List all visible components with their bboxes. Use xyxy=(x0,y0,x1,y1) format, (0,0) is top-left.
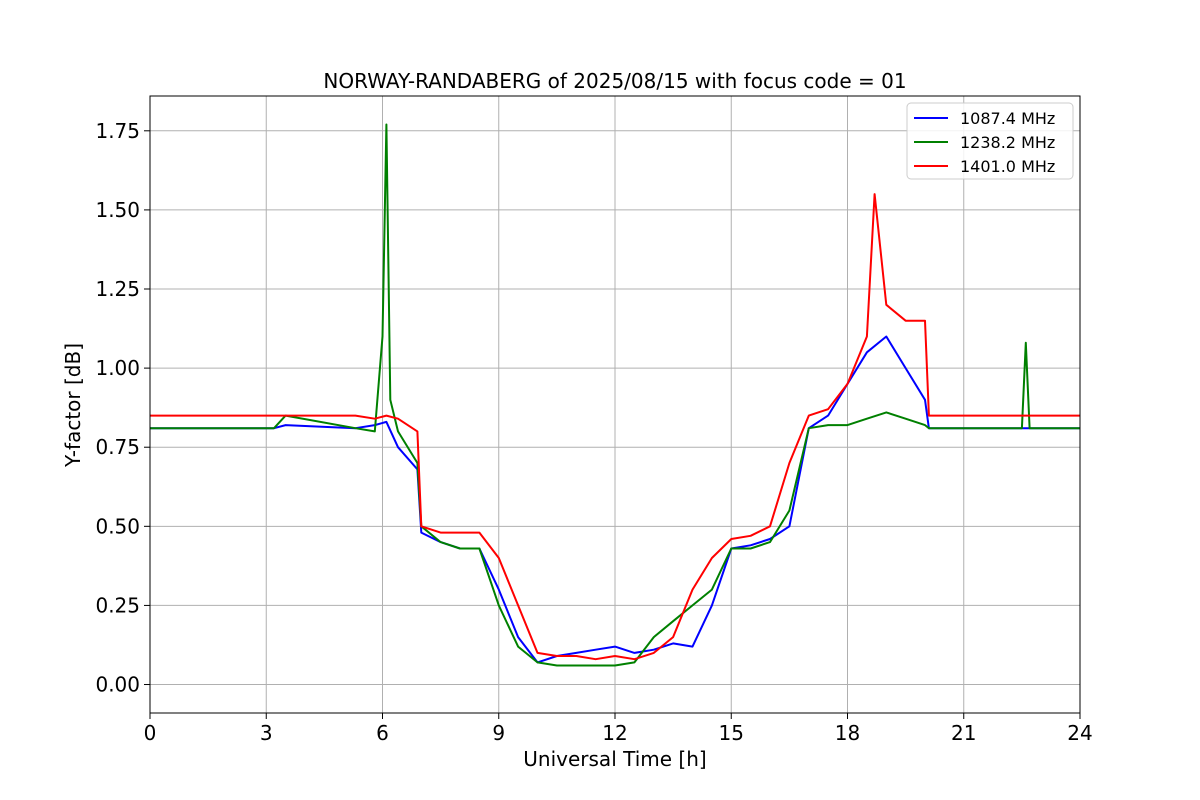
grid xyxy=(150,96,1080,713)
y-tick-label: 0.25 xyxy=(95,593,140,617)
x-tick-label: 0 xyxy=(144,721,157,745)
x-tick-label: 18 xyxy=(835,721,860,745)
legend-label-3: 1401.0 MHz xyxy=(960,157,1055,176)
legend-label-1: 1087.4 MHz xyxy=(960,109,1055,128)
y-tick-label: 0.75 xyxy=(95,435,140,459)
x-tick-label: 24 xyxy=(1067,721,1092,745)
series-group xyxy=(150,123,1080,667)
y-tick-label: 1.75 xyxy=(95,119,140,143)
axis-ticks: 0 3 6 9 12 15 18 21 24 0.00 0.25 0.50 0.75 1.00 1.25 1.… xyxy=(95,119,1092,745)
chart-title: NORWAY-RANDABERG of 2025/08/15 with focu… xyxy=(323,69,906,93)
x-tick-label: 21 xyxy=(951,721,976,745)
x-tick-label: 15 xyxy=(719,721,744,745)
x-axis-label: Universal Time [h] xyxy=(523,747,706,771)
legend-box xyxy=(906,102,1074,180)
x-tick-label: 6 xyxy=(376,721,389,745)
series-line-2 xyxy=(150,123,1080,667)
legend-label-2: 1238.2 MHz xyxy=(960,133,1055,152)
x-tick-label: 3 xyxy=(260,721,273,745)
y-tick-label: 1.00 xyxy=(95,356,140,380)
y-tick-label: 0.00 xyxy=(95,673,140,697)
y-tick-label: 1.50 xyxy=(95,198,140,222)
x-tick-label: 12 xyxy=(602,721,627,745)
y-axis-label: Y-factor [dB] xyxy=(61,343,85,468)
y-tick-label: 0.50 xyxy=(95,514,140,538)
legend: 1087.4 MHz 1238.2 MHz 1401.0 MHz xyxy=(906,102,1074,180)
y-tick-label: 1.25 xyxy=(95,277,140,301)
x-tick-label: 9 xyxy=(492,721,505,745)
series-line-3 xyxy=(150,193,1080,661)
